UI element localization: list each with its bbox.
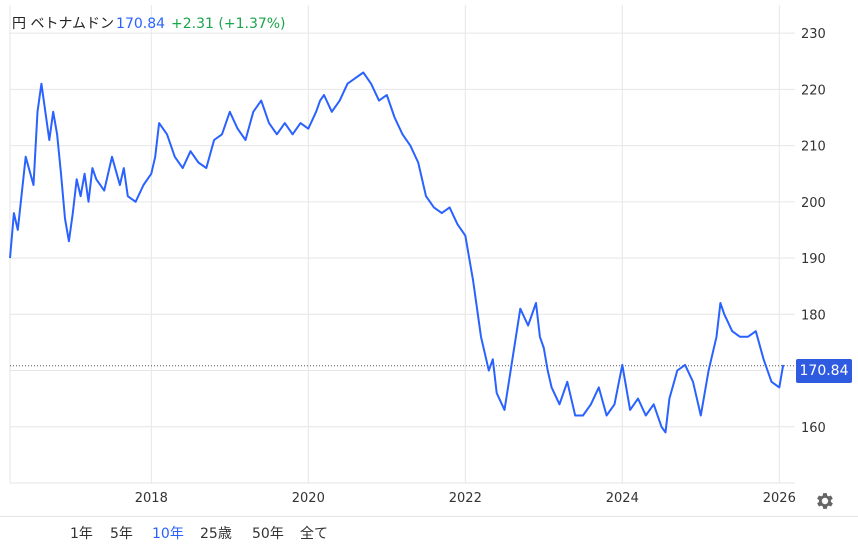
y-tick-label: 210 (801, 140, 826, 155)
gear-icon[interactable] (814, 490, 836, 512)
x-tick-label: 2020 (292, 491, 325, 506)
range-10y-button[interactable]: 10年 (152, 526, 184, 542)
x-tick-label: 2026 (763, 491, 796, 506)
range-1y-button[interactable]: 1年 (70, 526, 93, 542)
range-selector: 1年 5年 10年 25歳 50年 全て (0, 516, 858, 545)
range-50y-button[interactable]: 50年 (252, 526, 284, 542)
grid-lines (9, 5, 795, 484)
y-tick-label: 230 (801, 27, 826, 42)
current-price: 170.84 (116, 16, 166, 32)
chart-header: 円 ベトナムドン 170.84 +2.31 (+1.37%) (12, 13, 286, 33)
price-change: +2.31 (171, 16, 214, 32)
y-tick-label: 190 (801, 252, 826, 267)
range-25y-button[interactable]: 25歳 (200, 526, 232, 542)
axis-labels: 1601701801902002102202302018202020222024… (135, 27, 826, 506)
price-change-percent: (+1.37%) (218, 16, 286, 32)
y-tick-label: 200 (801, 196, 826, 211)
x-tick-label: 2022 (449, 491, 482, 506)
x-tick-label: 2024 (606, 491, 639, 506)
price-line (9, 71, 785, 434)
y-tick-label: 220 (801, 83, 826, 98)
current-price-tag: 170.84 (796, 359, 852, 383)
pair-name: 円 ベトナムドン (12, 16, 115, 32)
y-tick-label: 180 (801, 308, 826, 323)
x-tick-label: 2018 (135, 491, 168, 506)
y-tick-label: 160 (801, 421, 826, 436)
range-all-button[interactable]: 全て (300, 526, 328, 542)
range-5y-button[interactable]: 5年 (110, 526, 133, 542)
